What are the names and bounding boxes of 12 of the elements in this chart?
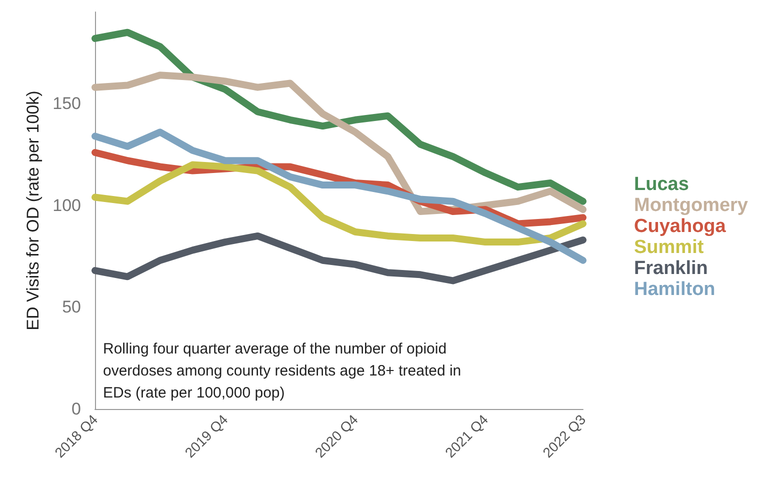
y-tick-label: 0 <box>72 400 81 418</box>
annotation: Rolling four quarter average of the number of opioid overdoses among county residents age 18+ treated in EDs (rate per 100,000 pop) <box>103 340 466 402</box>
y-axis-title: ED Visits for OD (rate per 100k) <box>24 90 43 330</box>
text: Summit <box>634 237 704 258</box>
y-tick-label: 100 <box>52 196 81 215</box>
y-tick-label: 150 <box>52 94 81 114</box>
text: Cuyahoga <box>634 216 726 237</box>
text: Lucas <box>634 174 689 195</box>
text: Hamilton <box>634 279 716 300</box>
text: Montgomery <box>634 195 748 216</box>
text: Franklin <box>634 258 708 279</box>
y-tick-label: 50 <box>62 298 81 317</box>
